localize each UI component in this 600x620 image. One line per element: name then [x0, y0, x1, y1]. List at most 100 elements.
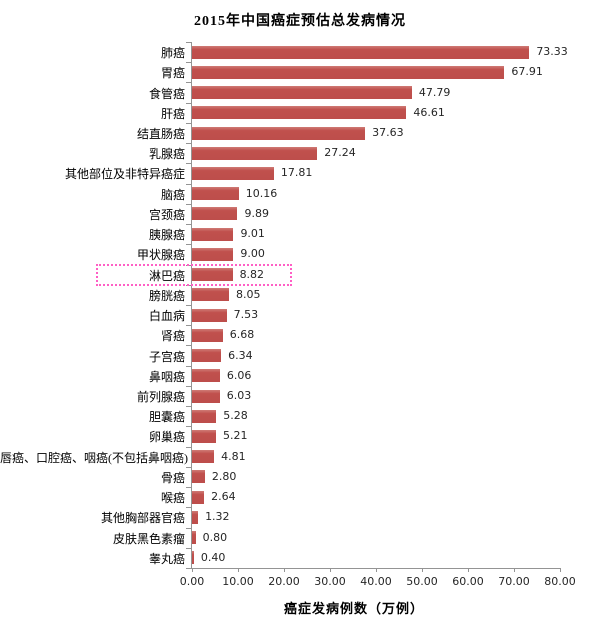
bar [192, 470, 205, 484]
x-axis-tick [376, 568, 377, 572]
value-label: 2.64 [211, 490, 236, 504]
bar-row: 胰腺癌 9.01 [0, 224, 600, 244]
bar-row: 骨癌 2.80 [0, 467, 600, 487]
y-axis-tick [186, 487, 191, 489]
bar-row: 肝癌 46.61 [0, 103, 600, 123]
y-axis-tick [186, 325, 191, 327]
bar-row: 卵巢癌 5.21 [0, 426, 600, 446]
category-label: 甲状腺癌 [136, 248, 185, 263]
bar [192, 268, 233, 282]
bar [192, 187, 239, 201]
y-axis-tick [186, 183, 191, 185]
category-label: 膀胱癌 [148, 288, 185, 303]
category-label: 前列腺癌 [136, 390, 185, 405]
value-label: 46.61 [413, 105, 445, 119]
x-axis-tick [468, 568, 469, 572]
y-axis-tick [186, 385, 191, 387]
y-axis-tick [186, 568, 191, 569]
category-label: 唇癌、口腔癌、咽癌(不包括鼻咽癌) [0, 450, 188, 465]
value-label: 27.24 [324, 146, 356, 160]
category-label: 淋巴癌 [148, 268, 185, 283]
bar [192, 389, 220, 403]
value-label: 9.89 [244, 206, 269, 220]
category-label: 鼻咽癌 [148, 369, 185, 384]
value-label: 1.32 [205, 510, 230, 524]
x-tick-label: 0.00 [179, 575, 205, 588]
bar-row: 喉癌 2.64 [0, 487, 600, 507]
bar-row: 淋巴癌 8.82 [0, 265, 600, 285]
y-axis-tick [186, 203, 191, 205]
value-label: 9.01 [240, 227, 265, 241]
bar [192, 227, 234, 241]
y-axis-tick [186, 224, 191, 226]
category-label: 子宫癌 [148, 349, 185, 364]
x-axis-tick [284, 568, 285, 572]
category-label: 骨癌 [160, 470, 185, 485]
bar [192, 531, 196, 545]
chart-title: 2015年中国癌症预估总发病情况 [194, 14, 406, 29]
category-label: 其他部位及非特异癌症 [64, 167, 185, 182]
value-label: 6.68 [229, 328, 255, 342]
category-label: 胃癌 [160, 66, 185, 81]
y-axis-tick [186, 345, 191, 347]
y-axis-tick [186, 426, 191, 428]
value-label: 0.80 [202, 530, 228, 544]
bar-row: 白血病 7.53 [0, 305, 600, 325]
bar [192, 86, 412, 100]
bar [192, 207, 238, 221]
bar [192, 166, 274, 180]
category-label: 肝癌 [160, 106, 185, 121]
bar-row: 其他胸部器官癌 1.32 [0, 507, 600, 527]
y-axis-tick [186, 102, 191, 104]
category-label: 食管癌 [148, 86, 185, 101]
category-label: 肾癌 [160, 329, 185, 344]
bar-row: 食管癌 47.79 [0, 82, 600, 102]
y-axis-tick [186, 365, 191, 367]
value-label: 7.53 [233, 308, 259, 322]
value-label: 5.21 [222, 429, 248, 443]
bar [192, 429, 216, 443]
value-label: 6.03 [226, 389, 252, 403]
category-label: 胆囊癌 [148, 410, 185, 425]
bar-row: 前列腺癌 6.03 [0, 386, 600, 406]
bar-row: 鼻咽癌 6.06 [0, 366, 600, 386]
bar-row: 肾癌 6.68 [0, 325, 600, 345]
bar [192, 126, 366, 140]
bar [192, 450, 215, 464]
x-axis-tick [422, 568, 423, 572]
value-label: 5.28 [223, 409, 248, 423]
x-tick-label: 20.00 [268, 575, 300, 588]
bar-row: 唇癌、口腔癌、咽癌(不包括鼻咽癌) 4.81 [0, 447, 600, 467]
y-axis-tick [186, 547, 191, 549]
bar-row: 膀胱癌 8.05 [0, 285, 600, 305]
category-label: 宫颈癌 [148, 207, 185, 222]
bar-row: 宫颈癌 9.89 [0, 204, 600, 224]
bar [192, 247, 234, 261]
x-axis-title: 癌症发病例数（万例） [283, 601, 424, 616]
bar-row: 肺癌 73.33 [0, 42, 600, 62]
x-tick-label: 70.00 [498, 575, 530, 588]
category-label: 其他胸部器官癌 [100, 511, 185, 526]
y-axis-tick [186, 406, 191, 408]
bar [192, 288, 230, 302]
category-label: 肺癌 [160, 46, 185, 61]
bar [192, 146, 318, 160]
x-tick-label: 30.00 [314, 575, 346, 588]
category-label: 胰腺癌 [148, 228, 185, 243]
y-axis-tick [186, 507, 191, 509]
bar-row: 皮肤黑色素瘤 0.80 [0, 528, 600, 548]
category-label: 皮肤黑色素瘤 [112, 531, 185, 546]
bar-row: 甲状腺癌 9.00 [0, 244, 600, 264]
y-axis-tick [186, 244, 191, 246]
bar-row: 胆囊癌 5.28 [0, 406, 600, 426]
value-label: 17.81 [280, 166, 313, 180]
y-axis-tick [186, 82, 191, 84]
category-label: 结直肠癌 [136, 127, 185, 142]
bar-row: 睾丸癌 0.40 [0, 548, 600, 568]
value-label: 6.34 [228, 348, 253, 362]
bar-row: 胃癌 67.91 [0, 62, 600, 82]
y-axis-tick [186, 527, 191, 529]
value-label: 73.33 [536, 45, 568, 59]
value-label: 2.80 [211, 469, 237, 483]
